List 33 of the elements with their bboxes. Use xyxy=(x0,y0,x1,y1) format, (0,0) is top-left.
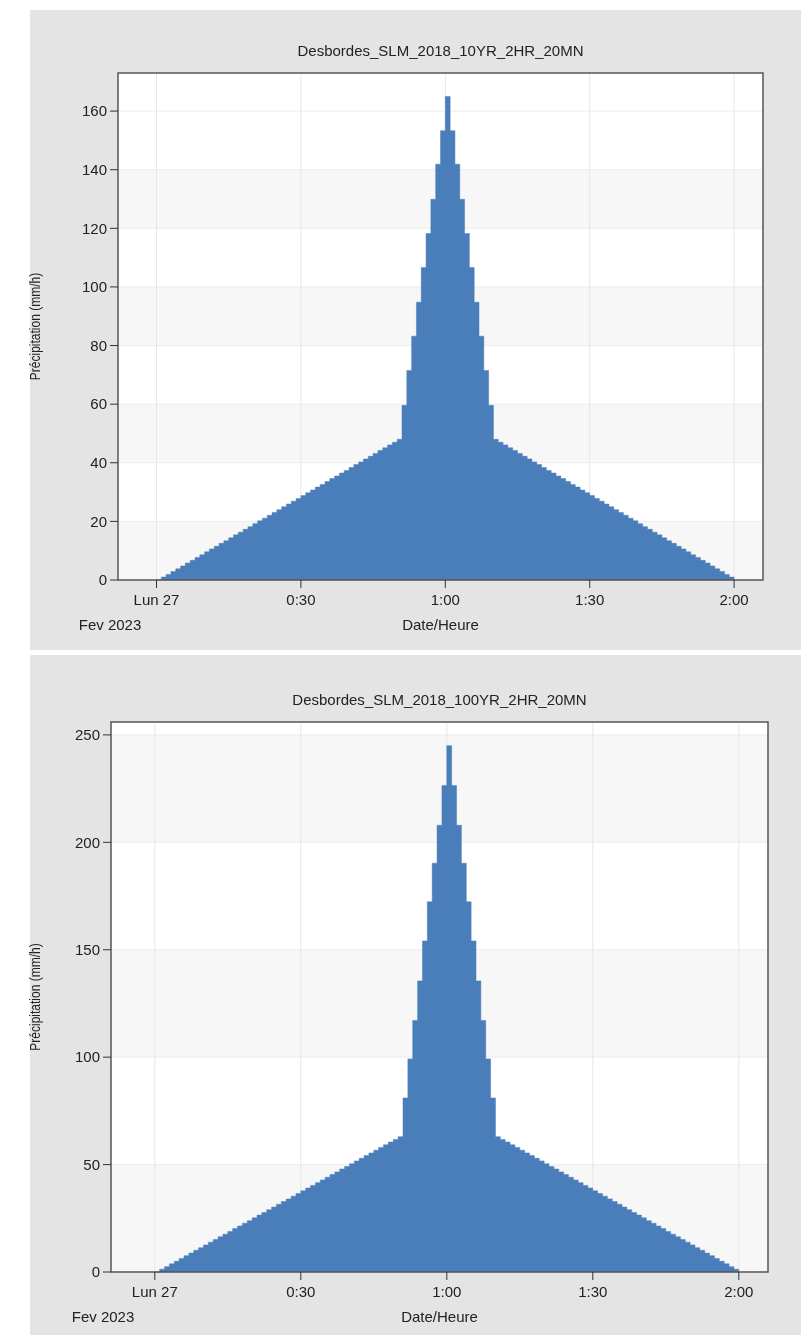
y-tick-label: 50 xyxy=(83,1155,100,1173)
y-tick-label: 60 xyxy=(90,395,107,413)
y-tick-label: 160 xyxy=(81,102,107,120)
x-tick-label: 1:30 xyxy=(575,591,605,608)
y-tick-label: 140 xyxy=(81,160,107,178)
x-tick-label: 1:00 xyxy=(430,591,460,608)
y-tick-label: 120 xyxy=(81,219,107,237)
x-axis-title: Date/Heure xyxy=(401,1308,478,1325)
y-tick-label: 100 xyxy=(81,278,107,296)
y-tick-label: 20 xyxy=(90,512,107,530)
y-tick-label: 0 xyxy=(91,1263,100,1281)
y-tick-label: 0 xyxy=(98,571,107,589)
x-tick-label: 0:30 xyxy=(286,1283,316,1300)
x-tick-label: 1:30 xyxy=(578,1283,608,1300)
x-tick-label: Lun 27 xyxy=(133,591,180,608)
chart-title: Desbordes_SLM_2018_10YR_2HR_20MN xyxy=(297,42,584,59)
x-tick-label: Lun 27 xyxy=(131,1283,178,1300)
x-tick-label: 1:00 xyxy=(432,1283,462,1300)
text: Fev 2023 xyxy=(78,616,142,633)
y-tick-label: 40 xyxy=(90,454,107,472)
x-axis-title: Date/Heure xyxy=(402,616,479,633)
y-axis-title: Précipitation (mm/h) xyxy=(26,943,44,1051)
y-tick-label: 250 xyxy=(74,726,100,744)
y-tick-label: 80 xyxy=(90,336,107,354)
x-tick-label: 0:30 xyxy=(286,591,316,608)
y-tick-label: 150 xyxy=(74,940,100,958)
y-axis-title: Précipitation (mm/h) xyxy=(26,272,44,381)
x-tick-label: 2:00 xyxy=(724,1283,754,1300)
y-tick-label: 200 xyxy=(74,833,100,851)
x-tick-label: 2:00 xyxy=(719,591,749,608)
y-tick-label: 100 xyxy=(74,1048,100,1066)
chart-title: Desbordes_SLM_2018_100YR_2HR_20MN xyxy=(292,691,587,708)
text: Fev 2023 xyxy=(71,1308,135,1325)
